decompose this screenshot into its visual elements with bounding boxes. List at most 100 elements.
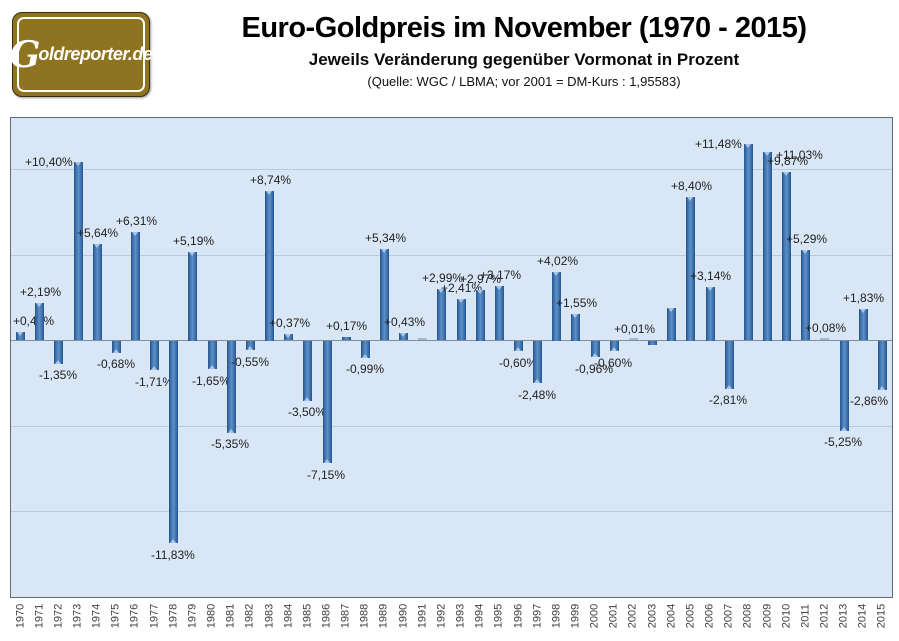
bar-tip-icon <box>764 152 770 156</box>
data-label-2009: +11,03% <box>776 148 823 162</box>
data-label-2011: +5,29% <box>786 232 828 246</box>
data-label-1983: +8,74% <box>250 173 292 187</box>
bar-tip-icon <box>132 232 138 236</box>
data-label-1974: +5,64% <box>77 226 119 240</box>
x-axis-label-1970: 1970 <box>14 603 27 629</box>
x-axis-label-2008: 2008 <box>741 603 754 629</box>
x-axis-label-1993: 1993 <box>454 603 467 629</box>
data-label-1980: -1,65% <box>192 374 231 388</box>
bar-1987 <box>342 337 351 340</box>
bar-tip-icon <box>170 539 176 543</box>
data-label-1999: +1,55% <box>556 296 598 310</box>
bar-1986 <box>323 341 332 463</box>
bar-tip-icon <box>668 308 674 312</box>
bar-1998 <box>552 272 561 341</box>
x-axis-label-1984: 1984 <box>282 603 295 629</box>
bar-tip-icon <box>438 289 444 293</box>
data-label-2013: -5,25% <box>824 435 863 449</box>
bar-tip-icon <box>879 386 885 390</box>
data-label-1998: +4,02% <box>537 254 579 268</box>
bar-1982 <box>246 341 255 350</box>
data-label-1994: +2,97% <box>460 272 502 286</box>
data-label-1972: -1,35% <box>39 368 78 382</box>
bar-tip-icon <box>687 197 693 201</box>
data-label-2008: +11,48% <box>695 137 742 151</box>
data-label-1970: +0,49% <box>13 314 55 328</box>
chart-title: Euro-Goldpreis im November (1970 - 2015) <box>241 12 807 44</box>
bar-tip-icon <box>55 360 61 364</box>
x-axis-label-2003: 2003 <box>646 603 659 629</box>
data-label-1993: +2,41% <box>441 281 483 295</box>
x-axis-label-1982: 1982 <box>243 603 256 629</box>
bar-tip-icon <box>17 332 23 336</box>
bar-tip-icon <box>572 314 578 318</box>
x-axis-label-1971: 1971 <box>33 603 46 629</box>
bar-1999 <box>571 314 580 341</box>
bar-1991 <box>418 338 427 340</box>
bar-tip-icon <box>36 303 42 307</box>
data-label-1986: -7,15% <box>307 468 346 482</box>
bar-2013 <box>840 341 849 431</box>
bar-1989 <box>380 249 389 340</box>
x-axis-label-1991: 1991 <box>416 603 429 629</box>
header: Euro-Goldpreis im November (1970 - 2015)… <box>158 12 890 89</box>
data-label-1985: -3,50% <box>288 405 327 419</box>
bar-1974 <box>93 244 102 340</box>
bar-2000 <box>591 341 600 357</box>
x-axis-label-1987: 1987 <box>339 603 352 629</box>
data-label-1997: -2,48% <box>518 388 557 402</box>
x-axis-label-1989: 1989 <box>377 603 390 629</box>
x-axis-label-2004: 2004 <box>665 603 678 629</box>
bar-tip-icon <box>324 459 330 463</box>
bar-2009 <box>763 152 772 341</box>
bar-2003 <box>648 341 657 345</box>
bar-tip-icon <box>151 366 157 370</box>
x-axis-label-2009: 2009 <box>761 603 774 629</box>
gridline--5 <box>11 426 892 427</box>
data-label-2015: -2,86% <box>850 394 889 408</box>
bar-tip-icon <box>94 244 100 248</box>
data-label-2005: +8,40% <box>671 179 713 193</box>
data-label-2000: -0,96% <box>575 362 614 376</box>
bar-tip-icon <box>726 385 732 389</box>
x-axis-label-1972: 1972 <box>52 603 65 629</box>
bar-1972 <box>54 341 63 364</box>
bar-tip-icon <box>400 333 406 337</box>
bar-tip-icon <box>247 346 253 350</box>
bar-1995 <box>495 286 504 340</box>
data-label-2014: +1,83% <box>843 291 885 305</box>
bar-tip-icon <box>611 347 617 351</box>
bar-tip-icon <box>362 354 368 358</box>
data-label-1984: +0,37% <box>269 316 311 330</box>
data-label-1982: -0,55% <box>231 355 270 369</box>
bar-2007 <box>725 341 734 389</box>
bar-tip-icon <box>534 379 540 383</box>
bar-tip-icon <box>841 427 847 431</box>
bar-2008 <box>744 144 753 340</box>
data-label-1996: -0,60% <box>499 356 538 370</box>
bar-2004 <box>667 308 676 341</box>
bar-tip-icon <box>458 299 464 303</box>
data-label-2001: -0,60% <box>594 356 633 370</box>
x-axis-label-1979: 1979 <box>186 603 199 629</box>
x-axis-label-2014: 2014 <box>856 603 869 629</box>
data-label-1992: +2,99% <box>422 271 464 285</box>
bar-2015 <box>878 341 887 390</box>
x-axis-label-1992: 1992 <box>435 603 448 629</box>
bar-1975 <box>112 341 121 353</box>
bar-1979 <box>188 252 197 341</box>
bar-1994 <box>476 290 485 341</box>
bar-1978 <box>169 341 178 543</box>
bar-1992 <box>437 289 446 340</box>
x-axis-label-2000: 2000 <box>588 603 601 629</box>
data-label-1981: -5,35% <box>211 437 250 451</box>
bar-1970 <box>16 332 25 340</box>
zero-axis-line <box>11 340 892 341</box>
bar-tip-icon <box>266 191 272 195</box>
x-axis-label-1978: 1978 <box>167 603 180 629</box>
bar-tip-icon <box>304 397 310 401</box>
bar-2001 <box>610 341 619 351</box>
